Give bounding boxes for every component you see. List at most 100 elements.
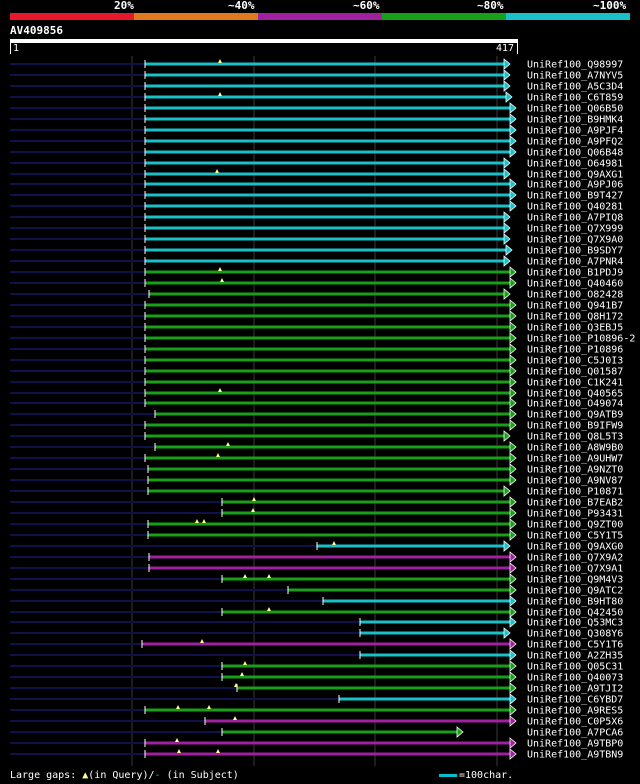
hit-row[interactable]: UniRef100_Q9AXG1 <box>10 168 623 181</box>
hit-label[interactable]: UniRef100_A9RES5 <box>527 706 623 717</box>
hit-label[interactable]: UniRef100_A2ZH35 <box>527 651 623 662</box>
hit-bar[interactable] <box>148 489 505 493</box>
hit-label[interactable]: UniRef100_Q06B50 <box>527 104 623 115</box>
hit-bar[interactable] <box>145 215 505 219</box>
hit-bar[interactable] <box>145 182 511 186</box>
hit-label[interactable]: UniRef100_Q9M4V3 <box>527 575 623 586</box>
hit-bar[interactable] <box>145 358 511 362</box>
hit-bar[interactable] <box>145 303 511 307</box>
hit-row[interactable]: UniRef100_Q7X9A2 <box>10 551 623 564</box>
hit-label[interactable]: UniRef100_A9TJI2 <box>527 684 623 695</box>
hit-row[interactable]: UniRef100_P10896 <box>10 343 623 356</box>
hit-bar[interactable] <box>222 577 511 581</box>
hit-row[interactable]: UniRef100_Q8H172 <box>10 310 623 323</box>
hit-row[interactable]: UniRef100_A5C3D4 <box>10 80 623 93</box>
hit-label[interactable]: UniRef100_A9NV87 <box>527 476 623 487</box>
hit-row[interactable]: UniRef100_Q01587 <box>10 365 623 378</box>
hit-bar[interactable] <box>145 380 511 384</box>
hit-bar[interactable] <box>149 566 511 570</box>
hit-row[interactable]: UniRef100_A9PJ06 <box>10 178 623 191</box>
hit-bar[interactable] <box>360 620 511 624</box>
hit-bar[interactable] <box>145 237 505 241</box>
hit-bar[interactable] <box>145 401 511 405</box>
hit-row[interactable]: UniRef100_A9UHW7 <box>10 452 623 465</box>
hit-label[interactable]: UniRef100_O82428 <box>527 290 623 301</box>
hit-bar[interactable] <box>148 467 511 471</box>
hit-label[interactable]: UniRef100_B9HMK4 <box>527 115 623 126</box>
hit-label[interactable]: UniRef100_A9UHW7 <box>527 454 623 465</box>
hit-row[interactable]: UniRef100_P10871 <box>10 485 623 498</box>
hit-label[interactable]: UniRef100_B9IFW9 <box>527 421 623 432</box>
hit-label[interactable]: UniRef100_A8W9B0 <box>527 443 623 454</box>
hit-row[interactable]: UniRef100_B7EAB2 <box>10 496 623 509</box>
hit-bar[interactable] <box>145 128 511 132</box>
hit-bar[interactable] <box>148 478 511 482</box>
hit-label[interactable]: UniRef100_P10896-2 <box>527 334 635 345</box>
hit-label[interactable]: UniRef100_A7PNR4 <box>527 257 623 268</box>
hit-bar[interactable] <box>145 369 511 373</box>
hit-bar[interactable] <box>145 423 511 427</box>
hit-bar[interactable] <box>145 752 511 756</box>
hit-row[interactable]: UniRef100_Q9M4V3 <box>10 573 623 586</box>
hit-bar[interactable] <box>145 248 507 252</box>
hit-row[interactable]: UniRef100_A7NYV5 <box>10 69 623 82</box>
hit-label[interactable]: UniRef100_P93431 <box>527 509 623 520</box>
hit-row[interactable]: UniRef100_Q40565 <box>10 387 623 400</box>
hit-row[interactable]: UniRef100_A2ZH35 <box>10 649 623 662</box>
hit-row[interactable]: UniRef100_A7PCA6 <box>10 726 623 739</box>
hit-row[interactable]: UniRef100_C6YBD7 <box>10 693 623 706</box>
hit-bar[interactable] <box>360 653 511 657</box>
hit-row[interactable]: UniRef100_A9NV87 <box>10 474 623 487</box>
hit-label[interactable]: UniRef100_A7PCA6 <box>527 728 623 739</box>
hit-row[interactable]: UniRef100_C6T859 <box>10 91 623 104</box>
hit-row[interactable]: UniRef100_A9TBP0 <box>10 737 623 750</box>
hit-row[interactable]: UniRef100_A7PIQ8 <box>10 211 623 224</box>
hit-row[interactable]: UniRef100_Q7X999 <box>10 222 623 235</box>
hit-label[interactable]: UniRef100_O64981 <box>527 159 623 170</box>
hit-label[interactable]: UniRef100_A9PJF4 <box>527 126 623 137</box>
hit-row[interactable]: UniRef100_O64981 <box>10 157 623 170</box>
hit-row[interactable]: UniRef100_A8W9B0 <box>10 441 623 454</box>
hit-bar[interactable] <box>145 434 505 438</box>
hit-row[interactable]: UniRef100_P10896-2 <box>10 332 635 345</box>
hit-bar[interactable] <box>148 522 511 526</box>
hit-row[interactable]: UniRef100_A9PJF4 <box>10 124 623 137</box>
hit-bar[interactable] <box>237 686 511 690</box>
hit-label[interactable]: UniRef100_C5J0I3 <box>527 356 623 367</box>
hit-row[interactable]: UniRef100_Q308Y6 <box>10 627 623 640</box>
hit-row[interactable]: UniRef100_C5Y1T5 <box>10 529 623 542</box>
hit-row[interactable]: UniRef100_Q7X9A0 <box>10 233 623 246</box>
hit-label[interactable]: UniRef100_Q42450 <box>527 608 623 619</box>
hit-bar[interactable] <box>145 161 505 165</box>
hit-bar[interactable] <box>145 741 511 745</box>
hit-row[interactable]: UniRef100_O82428 <box>10 288 623 301</box>
hit-row[interactable]: UniRef100_B9HT80 <box>10 595 623 608</box>
hit-bar[interactable] <box>145 325 511 329</box>
hit-label[interactable]: UniRef100_B1PDJ9 <box>527 268 623 279</box>
hit-label[interactable]: UniRef100_Q05C31 <box>527 662 623 673</box>
hit-label[interactable]: UniRef100_C1K241 <box>527 378 623 389</box>
hit-bar[interactable] <box>145 172 505 176</box>
hit-row[interactable]: UniRef100_Q40073 <box>10 671 623 684</box>
hit-row[interactable]: UniRef100_Q9AXG0 <box>10 540 623 553</box>
hit-label[interactable]: UniRef100_Q7X9A1 <box>527 564 623 575</box>
hit-label[interactable]: UniRef100_Q01587 <box>527 367 623 378</box>
hit-row[interactable]: UniRef100_B9SDY7 <box>10 244 623 257</box>
hit-row[interactable]: UniRef100_A9TBN9 <box>10 748 623 761</box>
hit-label[interactable]: UniRef100_A9TBP0 <box>527 739 623 750</box>
hit-bar[interactable] <box>145 226 505 230</box>
hit-bar[interactable] <box>222 675 511 679</box>
hit-row[interactable]: UniRef100_Q05C31 <box>10 660 623 673</box>
hit-label[interactable]: UniRef100_C6T859 <box>527 93 623 104</box>
hit-label[interactable]: UniRef100_A9PFQ2 <box>527 137 623 148</box>
hit-bar[interactable] <box>145 117 511 121</box>
hit-label[interactable]: UniRef100_Q7X9A0 <box>527 235 623 246</box>
hit-label[interactable]: UniRef100_Q40565 <box>527 389 623 400</box>
hit-label[interactable]: UniRef100_A7NYV5 <box>527 71 623 82</box>
hit-label[interactable]: UniRef100_Q9ZT00 <box>527 520 623 531</box>
hit-bar[interactable] <box>145 139 511 143</box>
hit-label[interactable]: UniRef100_O49074 <box>527 399 623 410</box>
hit-bar[interactable] <box>339 697 511 701</box>
hit-label[interactable]: UniRef100_Q8H172 <box>527 312 623 323</box>
hit-label[interactable]: UniRef100_A9PJ06 <box>527 180 623 191</box>
